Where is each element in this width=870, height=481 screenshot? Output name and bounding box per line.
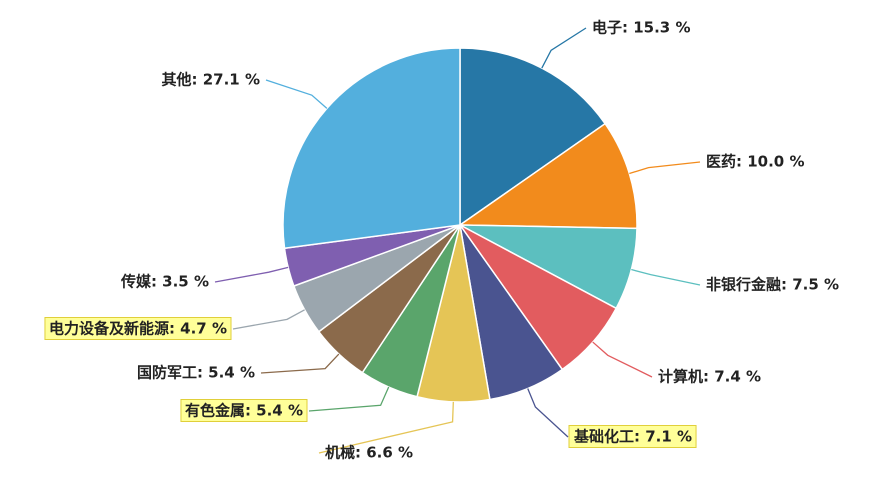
- leader-line: [629, 161, 701, 175]
- slice-label: 其他: 27.1 %: [162, 71, 260, 89]
- leader-line: [631, 268, 701, 286]
- label-highlight: [180, 399, 308, 422]
- slice-label: 电子: 15.3 %: [592, 19, 690, 37]
- slice-label: 医药: 10.0 %: [706, 153, 804, 171]
- slice-label: 传媒: 3.5 %: [120, 273, 209, 291]
- label-highlight: [44, 317, 232, 340]
- leader-line: [318, 401, 454, 454]
- pie-slice: [282, 47, 461, 250]
- slice-label: 基础化工: 7.1 %: [573, 428, 692, 446]
- leader-line: [541, 27, 587, 69]
- slice-label: 非银行金融: 7.5 %: [706, 276, 839, 294]
- leader-line: [265, 79, 328, 109]
- leader-line: [260, 353, 340, 374]
- slices: [282, 47, 638, 403]
- label-highlight: [568, 425, 697, 448]
- slice-label: 机械: 6.6 %: [325, 444, 413, 462]
- leader-line: [308, 386, 390, 412]
- leader-line: [592, 341, 653, 378]
- leader-line: [214, 266, 289, 283]
- slice-label: 国防军工: 5.4 %: [137, 364, 255, 382]
- leader-line: [232, 309, 305, 330]
- pie-slice: [457, 122, 638, 230]
- labels: 电子: 15.3 % 医药: 10.0 % 非银行金融: 7.5 % 计算机: 7.4…: [44, 19, 839, 462]
- leader-line: [527, 388, 569, 438]
- slice-label: 电力设备及新能源: 4.7 %: [49, 320, 227, 338]
- slice-label: 有色金属: 5.4 %: [185, 402, 303, 420]
- slice-label: 计算机: 7.4 %: [658, 368, 761, 386]
